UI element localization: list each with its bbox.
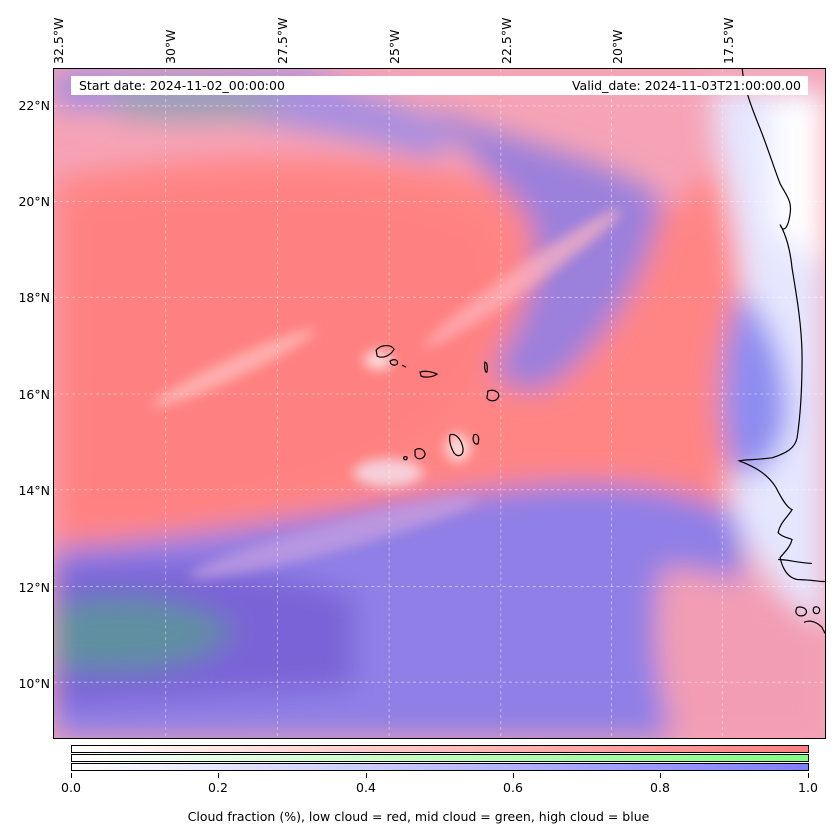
lat-label-14n: 14°N bbox=[18, 483, 50, 498]
light-streak-1 bbox=[152, 329, 316, 408]
island-brava bbox=[403, 456, 408, 461]
lon-label-25w: 25°W bbox=[387, 29, 402, 64]
start-date-label: Start date: 2024-11-02_00:00:00 bbox=[79, 78, 285, 93]
lat-label-18n: 18°N bbox=[18, 290, 50, 305]
map-canvas bbox=[54, 69, 825, 738]
african-coastline bbox=[737, 69, 825, 634]
colorbar-tick-label-1: 1.0 bbox=[798, 780, 818, 795]
colorbar-low-cloud bbox=[71, 745, 809, 753]
lon-label-32-5w: 32.5°W bbox=[51, 17, 66, 64]
valid-date-label: Valid_date: 2024-11-03T21:00:00.00 bbox=[571, 78, 801, 93]
clear-patch-2 bbox=[364, 350, 393, 371]
colorbar-tick-label-0-8: 0.8 bbox=[650, 780, 670, 795]
low-cloud-southeast bbox=[655, 567, 825, 738]
colorbar-mid-cloud bbox=[71, 754, 809, 762]
island-sao-vicente bbox=[389, 359, 399, 366]
lon-label-30w: 30°W bbox=[163, 29, 178, 64]
cloud-fraction-map bbox=[53, 68, 826, 739]
colorbar-tick-0-2 bbox=[218, 773, 219, 778]
colorbar-tick-0-6 bbox=[513, 773, 514, 778]
lon-label-22-5w: 22.5°W bbox=[499, 17, 514, 64]
colorbar-high-cloud bbox=[71, 763, 809, 771]
colorbar-tick-label-0-6: 0.6 bbox=[503, 780, 523, 795]
colorbar-tick-label-0: 0.0 bbox=[61, 780, 81, 795]
lat-label-22n: 22°N bbox=[18, 98, 50, 113]
colorbar-tick-label-0-4: 0.4 bbox=[356, 780, 376, 795]
cape-verde-islands bbox=[375, 344, 500, 461]
island-santiago bbox=[449, 433, 464, 457]
low-cloud-core bbox=[73, 192, 497, 518]
colorbar-tick-0-4 bbox=[366, 773, 367, 778]
light-streak-3 bbox=[188, 496, 478, 579]
lat-label-16n: 16°N bbox=[18, 387, 50, 402]
colorbar bbox=[71, 745, 809, 772]
coastline-mauritania-senegal bbox=[737, 69, 825, 583]
lon-label-27-5w: 27.5°W bbox=[275, 17, 290, 64]
lat-label-20n: 20°N bbox=[18, 194, 50, 209]
island-santo-antao bbox=[375, 344, 395, 358]
island-fogo bbox=[414, 448, 426, 460]
coastline-guinea-bissau bbox=[795, 606, 808, 617]
lon-label-17-5w: 17.5°W bbox=[721, 17, 736, 64]
island-boa-vista bbox=[486, 389, 500, 402]
light-cloud-far-east bbox=[772, 98, 825, 269]
coastline-guinea bbox=[803, 620, 825, 634]
colorbar-tick-0 bbox=[71, 773, 72, 778]
colorbar-caption: Cloud fraction (%), low cloud = red, mid… bbox=[187, 809, 650, 824]
light-streak-2 bbox=[424, 209, 622, 348]
colorbar-tick-1 bbox=[808, 773, 809, 778]
coastline-gambia bbox=[778, 558, 813, 565]
mid-cloud-southwest bbox=[54, 597, 234, 671]
lat-label-12n: 12°N bbox=[18, 580, 50, 595]
coastline-bijagos bbox=[812, 606, 821, 615]
date-info-bar: Start date: 2024-11-02_00:00:00 Valid_da… bbox=[71, 76, 808, 95]
colorbar-tick-0-8 bbox=[660, 773, 661, 778]
lat-label-10n: 10°N bbox=[18, 676, 50, 691]
lon-label-20w: 20°W bbox=[610, 29, 625, 64]
island-maio bbox=[472, 433, 480, 445]
island-sal bbox=[484, 361, 488, 373]
colorbar-tick-label-0-2: 0.2 bbox=[208, 780, 228, 795]
clear-patch-1 bbox=[353, 458, 424, 487]
island-santa-luzia bbox=[401, 364, 407, 368]
clear-patch-3 bbox=[445, 433, 470, 462]
graticule bbox=[54, 69, 825, 738]
island-sao-nicolau bbox=[419, 370, 439, 378]
high-cloud-east bbox=[721, 288, 788, 476]
